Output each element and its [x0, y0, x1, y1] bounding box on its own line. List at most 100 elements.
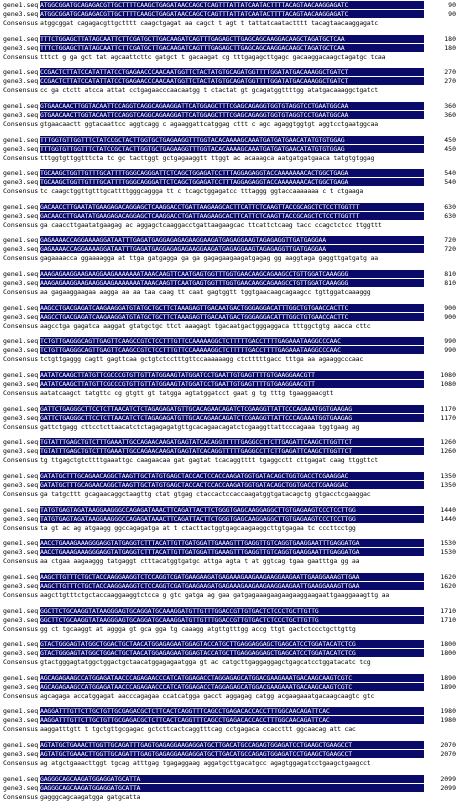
sequence-name: gene3.seq [3, 581, 39, 590]
alignment-block: gene1.seq GTACTGGGAGTATGGCTGGACTGCTAACATG… [0, 640, 463, 674]
sequence-name: gene3.seq [3, 783, 39, 792]
sequence-name: gene1.seq [3, 471, 39, 480]
alignment-block: gene1.seq TGTATTTGAGCTGTCTTTGAAATTGCCAGAA… [0, 438, 463, 472]
sequence-residues: AAGCTTGTTTCTGCTACCAAGGAAGGTCTCCAGGTCGATG… [40, 572, 424, 581]
sequence-residues: TGTATTTGAGCTGTCTTTGAAATTGCCAGAACAAGATGAG… [40, 447, 424, 456]
sequence-residues: GACAACCTTGAATATGAAGAGACAGGAGCTCAAGGACCTG… [40, 211, 424, 220]
sequence-row: gene1.seq AGTATGCTGAAACTTGGTTGCAGATTTGAGT… [0, 741, 463, 750]
sequence-name: Consensus [3, 288, 39, 297]
sequence-row: gene3.seq AGTATGCTGAAACTTGGTTGCAGATTTGAGT… [0, 750, 463, 759]
position-number: 900 [444, 303, 456, 312]
sequence-row: gene1.seq AAGCCTGACGAGATCAAGAAGGATGTATGCT… [0, 303, 463, 313]
consensus-sequence: gagaaaacca ggaaaagga at ttga gatgagga ga… [40, 254, 378, 263]
sequence-name: Consensus [3, 422, 39, 431]
sequence-row: gene3.seq GATATGCTTTGCAGAACAGGCTAAGTTGCTA… [0, 480, 463, 490]
sequence-name: gene1.seq [3, 303, 39, 312]
sequence-row: gene1.seq GAGAAAACCAGGAAAAGGATAATTTGAGATG… [0, 236, 463, 245]
position-number: 450 [444, 135, 456, 144]
sequence-name: Consensus [3, 456, 39, 465]
position-number: 1710 [440, 606, 456, 615]
sequence-row: gene1.seq TCTGTTGAGGGCAGTTGAGTTCAAGCCGTCT… [0, 337, 463, 346]
sequence-name: gene3.seq [3, 312, 39, 321]
position-number: 360 [444, 110, 456, 119]
sequence-row: gene3.seq GGCTTCTGCAAGGTATAAGGGAGTGCAGGAT… [0, 615, 463, 625]
alignment-block: gene1.seq GAGGGCAGCAAGATGGAGGATGCATTA 2099… [0, 774, 463, 808]
sequence-name: Consensus [3, 153, 39, 162]
sequence-name: gene3.seq [3, 716, 39, 725]
sequence-name: gene1.seq [3, 1, 39, 9]
consensus-row: Consensus tg ttgagctgtcttttgaaattgc caaga… [0, 456, 463, 465]
position-number: 2070 [440, 741, 456, 750]
sequence-name: Consensus [3, 119, 39, 128]
position-number: 180 [444, 43, 456, 52]
sequence-name: gene1.seq [3, 34, 39, 43]
sequence-residues: TGCAAGCTGGTTGTTTGCATTTTGGGCAGGGATTCTCAGC… [40, 178, 424, 187]
sequence-name: Consensus [3, 557, 39, 566]
sequence-row: gene1.seq AAGGATTTGTTCTTGCTGTTGCGAGACGCTC… [0, 707, 463, 716]
consensus-sequence: tc caagctggttgtttgcattttgggcaggga tt c t… [40, 187, 364, 196]
consensus-row: Consensus aatatcaagct tatgttc cg gtgtt gt… [0, 389, 463, 398]
alignment-block: gene1.seq AAAGAGAAGGAAGAAGGAAGAAAAAAATAAA… [0, 270, 463, 304]
sequence-name: gene1.seq [3, 68, 39, 77]
sequence-name: gene3.seq [3, 682, 39, 691]
sequence-name: gene3.seq [3, 211, 39, 220]
sequence-name: gene1.seq [3, 640, 39, 649]
sequence-row: gene3.seq TCTGTTGAGGGCAGTTGAGTTCAAGCCGTCT… [0, 346, 463, 355]
sequence-name: gene1.seq [3, 371, 39, 380]
consensus-row: Consensus ga tatgcttt gcagaacaggctaagttg … [0, 490, 463, 499]
consensus-row: Consensus aa ctgaa aagaaggg tatgaggt cttt… [0, 557, 463, 566]
alignment-block: gene1.seq CCGACTCTTATCCATATTATCCTGAGAACCC… [0, 68, 463, 102]
position-number: 1530 [440, 539, 456, 548]
sequence-row: gene3.seq GATTCTGAGGGCTTCCTCTTAACATCTCTAG… [0, 413, 463, 423]
sequence-row: gene3.seq TGTATTTGAGCTGTCTTTGAAATTGCCAGAA… [0, 447, 463, 456]
consensus-sequence: ag atgctgaaacttggt tgcag atttgag tgagagg… [40, 759, 371, 768]
consensus-sequence: tttggtgttggtttcta tc gc tacttggt gctgaga… [40, 153, 375, 162]
consensus-row: Consensus gagaaaacca ggaaaagga at ttga ga… [0, 254, 463, 263]
position-number: 1260 [440, 438, 456, 447]
sequence-row: gene3.seq AAGGATTTGTTCTTGCTGTTGCGAGACGCTC… [0, 716, 463, 725]
consensus-sequence: aa gagaaggaagaa aagga aa aa taa caag tt … [40, 288, 371, 297]
sequence-name: Consensus [3, 523, 39, 532]
alignment-block: gene1.seq GAGAAAACCAGGAAAAGGATAATTTGAGATG… [0, 236, 463, 270]
consensus-row: Consensus ag atgctgaaacttggt tgcag atttga… [0, 759, 463, 768]
sequence-row: gene1.seq GATATGCTTTGCAGAACAGGCTAAGTTGCTA… [0, 471, 463, 481]
sequence-row: gene3.seq GTGAACAACTTGGTACAATTCCAGGTCAGGC… [0, 110, 463, 120]
sequence-residues: TCTGTTGAGGGCAGTTGAGTTCAAGCCGTCTCCTTTGTTC… [40, 346, 424, 355]
consensus-sequence: tttct g ga gct tat agcaattcttc gatgct t … [40, 52, 386, 61]
sequence-row: gene3.seq ATGGCGGATGCAGAGACGTTGCTTTTCAAGC… [0, 10, 463, 19]
position-number: 1980 [440, 716, 456, 725]
sequence-name: gene3.seq [3, 110, 39, 119]
sequence-residues: ATGGCGGATGCAGAGACGTTGCTTTTCAAGCTGAGATAAC… [40, 10, 424, 18]
alignment-block: gene1.seq AACCTGAAAGAAAGGGAGGTATGAGGTCTTT… [0, 539, 463, 573]
consensus-sequence: gtactgggagtatggctggactgctaacatggagagaatg… [40, 658, 371, 667]
sequence-residues: TTTCTGGAGCTTATAGCAATTCTTCGATGCTTGACAAGAT… [40, 43, 424, 52]
sequence-name: Consensus [3, 321, 39, 330]
sequence-residues: TGTATTTGAGCTGTCTTTGAAATTGCCAGAACAAGATGAG… [40, 438, 424, 447]
position-number: 1530 [440, 548, 456, 557]
sequence-residues: GACAACCTTGAATATGAAGAGACAGGAGCTCAAGGACCTG… [40, 202, 424, 211]
position-number: 540 [444, 169, 456, 178]
sequence-residues: GATTCTGAGGGCTTCCTCTTAACATCTCTAGAGAGATGTT… [40, 413, 424, 422]
consensus-row: Consensus tttct g ga gct tat agcaattcttc … [0, 53, 463, 62]
sequence-residues: AACCTGAAAGAAAGGGAGGTATGAGGTCTTTACATTGTTG… [40, 539, 424, 548]
sequence-row: gene3.seq AAGCTTGTTTCTGCTACCAAGGAAGGTCTCC… [0, 581, 463, 591]
position-number: 1170 [440, 404, 456, 413]
sequence-row: gene1.seq TATGTGAGTAGATAAGGAAGGGCCAGAGATA… [0, 505, 463, 515]
position-number: 1440 [440, 505, 456, 514]
position-number: 990 [444, 346, 456, 355]
sequence-residues: TGCAAGCTGGTTGTTTGCATTTTGGGCAGGGATTCTCAGC… [40, 169, 424, 178]
sequence-name: Consensus [3, 725, 39, 734]
consensus-row: Consensus tttggtgttggtttcta tc gc tacttgg… [0, 154, 463, 163]
consensus-sequence: aa ctgaa aagaaggg tatgaggt ctttacatggtga… [40, 557, 360, 566]
sequence-row: gene3.seq TATGTGAGTAGATAAGGAAGGGCCAGAGATA… [0, 514, 463, 524]
sequence-name: gene1.seq [3, 236, 39, 245]
consensus-row: Consensus aagcctga gagatca aaggat gtatgct… [0, 322, 463, 331]
sequence-row: gene3.seq GAGGGCAGCAAGATGGAGGATGCATTA 2099 [0, 783, 463, 793]
sequence-row: gene1.seq GTACTGGGAGTATGGCTGGACTGCTAACATG… [0, 640, 463, 649]
sequence-name: Consensus [3, 658, 39, 667]
alignment-block: gene1.seq ATGGCGGATGCAGAGACGTTGCTTTTCAAGC… [0, 1, 463, 35]
sequence-residues: AGTATGCTGAAACTTGGTTGCAGATTTGAGTGAGAGGAAG… [40, 750, 424, 759]
sequence-row: gene1.seq AAAGAGAAGGAAGAAGGAAGAAAAAAATAAA… [0, 270, 463, 279]
position-number: 810 [444, 279, 456, 288]
